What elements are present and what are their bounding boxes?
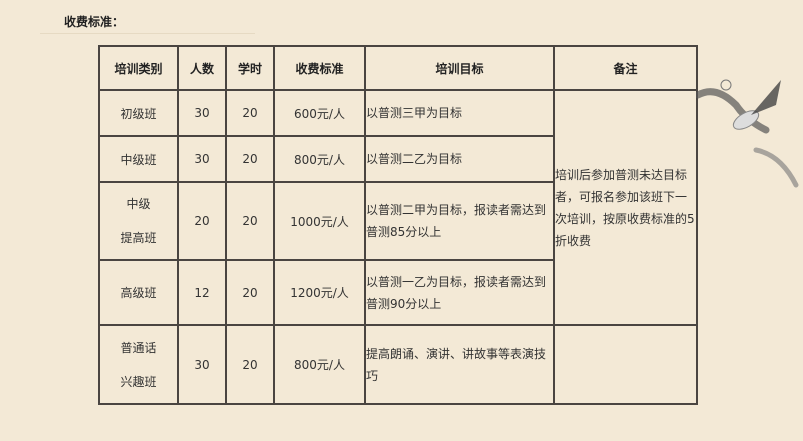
hours-cell: 20	[225, 324, 275, 405]
bird-painting-decoration	[696, 79, 799, 188]
table-row: 中级提高班 20 20 1000元/人 以普测二甲为目标，报读者需达到普测85分…	[98, 181, 697, 261]
people-cell: 30	[177, 324, 227, 405]
hours-cell: 20	[225, 259, 275, 326]
people-cell: 20	[177, 181, 227, 261]
section-title: 收费标准：	[64, 15, 125, 29]
goal-cell: 以普测二甲为目标，报读者需达到普测85分以上	[364, 181, 555, 261]
table-row: 高级班 12 20 1200元/人 以普测一乙为目标，报读者需达到普测90分以上	[98, 259, 697, 326]
category-cell: 中级 提高班	[98, 181, 179, 261]
table-header-row: 培训类别 人数 学时 收费标准 培训目标 备注	[98, 45, 698, 91]
header-goal: 培训目标	[364, 45, 555, 91]
hours-cell: 20	[225, 181, 275, 261]
fee-cell: 600元/人	[273, 89, 366, 137]
hours-cell: 20	[225, 89, 275, 137]
people-cell: 30	[177, 135, 227, 183]
category-cell: 普通话 兴趣班	[98, 324, 179, 405]
hours-cell: 20	[225, 135, 275, 183]
fee-cell: 800元/人	[273, 324, 366, 405]
category-cell: 中级班	[98, 135, 179, 183]
category-line: 中级	[126, 197, 151, 211]
category-line: 提高班	[120, 231, 157, 245]
table-row: 中级班 30 20 800元/人 以普测二乙为目标	[98, 135, 697, 183]
category-cell: 高级班	[98, 259, 179, 326]
table-row: 初级班 30 20 600元/人 以普测三甲为目标 培训后参加普测未达目标者，可…	[98, 89, 698, 326]
header-remark: 备注	[553, 45, 698, 91]
category-line: 兴趣班	[120, 374, 157, 389]
table-row: 普通话兴趣班 30 20 800元/人 提高朗诵、演讲、讲故事等表演技巧	[98, 324, 698, 405]
fee-cell: 800元/人	[273, 135, 366, 183]
goal-cell: 以普测二乙为目标	[364, 135, 555, 183]
header-people: 人数	[177, 45, 227, 91]
header-fee: 收费标准	[273, 45, 366, 91]
goal-cell: 以普测三甲为目标	[364, 89, 555, 137]
fee-cell: 1200元/人	[273, 259, 366, 326]
people-cell: 30	[177, 89, 227, 137]
divider	[40, 33, 255, 34]
remark-cell: 培训后参加普测未达目标者，可报名参加该班下一次培训，按原收费标准的5折收费	[553, 89, 698, 326]
goal-cell: 以普测一乙为目标，报读者需达到普测90分以上	[364, 259, 555, 326]
fee-table: 培训类别 人数 学时 收费标准 培训目标 备注 初级班 30 20 600元/人…	[98, 45, 698, 405]
header-hours: 学时	[225, 45, 275, 91]
fee-cell: 1000元/人	[273, 181, 366, 261]
category-cell: 初级班	[98, 89, 179, 137]
category-line: 普通话	[120, 340, 157, 355]
remark-empty-cell	[553, 324, 698, 405]
header-category: 培训类别	[98, 45, 179, 91]
goal-cell: 提高朗诵、演讲、讲故事等表演技巧	[364, 324, 555, 405]
people-cell: 12	[177, 259, 227, 326]
